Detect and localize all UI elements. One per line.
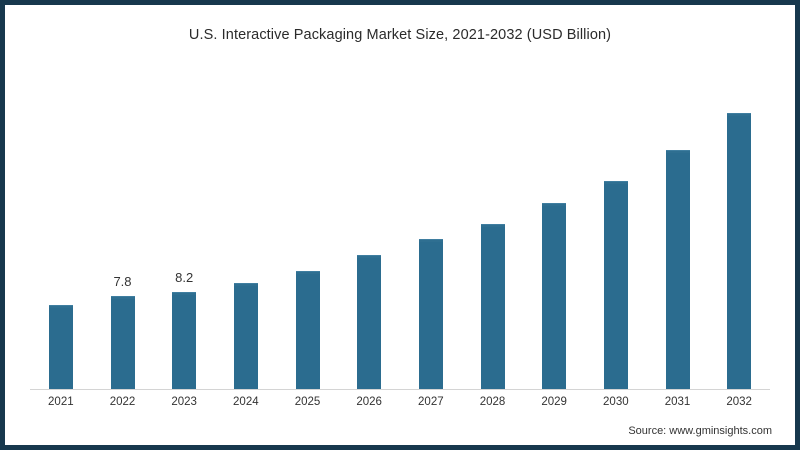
bar-2027 bbox=[418, 239, 443, 389]
x-tick-2027: 2027 bbox=[418, 396, 444, 408]
bar-2025 bbox=[295, 271, 320, 389]
x-tick-2025: 2025 bbox=[294, 396, 321, 408]
bar-top-highlight bbox=[172, 291, 197, 295]
bar-top-highlight bbox=[542, 202, 567, 206]
bar-top-highlight bbox=[48, 304, 73, 308]
bar-2029 bbox=[542, 202, 567, 389]
bar-top-highlight bbox=[418, 239, 443, 243]
x-tick-2031: 2031 bbox=[664, 396, 691, 408]
bar-top-highlight bbox=[357, 254, 382, 258]
figure-inner-background bbox=[5, 5, 795, 445]
x-tick-2028: 2028 bbox=[479, 396, 506, 408]
bar-2026 bbox=[357, 254, 382, 389]
chart-title: U.S. Interactive Packaging Market Size, … bbox=[188, 27, 612, 43]
plot-area bbox=[30, 60, 770, 390]
bar-top-highlight bbox=[295, 271, 320, 275]
bar-2023 bbox=[172, 291, 197, 389]
bar-2022 bbox=[110, 296, 135, 389]
bar-2028 bbox=[480, 223, 505, 389]
x-tick-2026: 2026 bbox=[356, 396, 382, 408]
x-tick-2029: 2029 bbox=[541, 396, 567, 408]
bar-value-label-2022: 7.8 bbox=[113, 274, 132, 290]
source-attribution: Source: www.gminsights.com bbox=[628, 425, 772, 437]
bar-top-highlight bbox=[233, 283, 258, 287]
bar-top-highlight bbox=[480, 223, 505, 227]
x-tick-2030: 2030 bbox=[603, 396, 629, 408]
bar-top-highlight bbox=[603, 181, 628, 185]
x-tick-2032: 2032 bbox=[726, 396, 752, 408]
bar-top-highlight bbox=[665, 150, 690, 154]
bar-top-highlight bbox=[110, 296, 135, 300]
x-axis-line bbox=[30, 389, 770, 390]
bar-2024 bbox=[233, 283, 258, 389]
bar-2030 bbox=[603, 181, 628, 389]
bar-value-label-2023: 8.2 bbox=[175, 269, 194, 285]
x-tick-2022: 2022 bbox=[109, 396, 136, 408]
bar-top-highlight bbox=[727, 113, 752, 117]
bar-2021 bbox=[48, 304, 73, 389]
x-tick-2024: 2024 bbox=[233, 396, 259, 408]
x-tick-2021: 2021 bbox=[48, 396, 74, 408]
bar-2032 bbox=[727, 113, 752, 389]
bar-2031 bbox=[665, 150, 690, 389]
x-tick-2023: 2023 bbox=[171, 396, 197, 408]
